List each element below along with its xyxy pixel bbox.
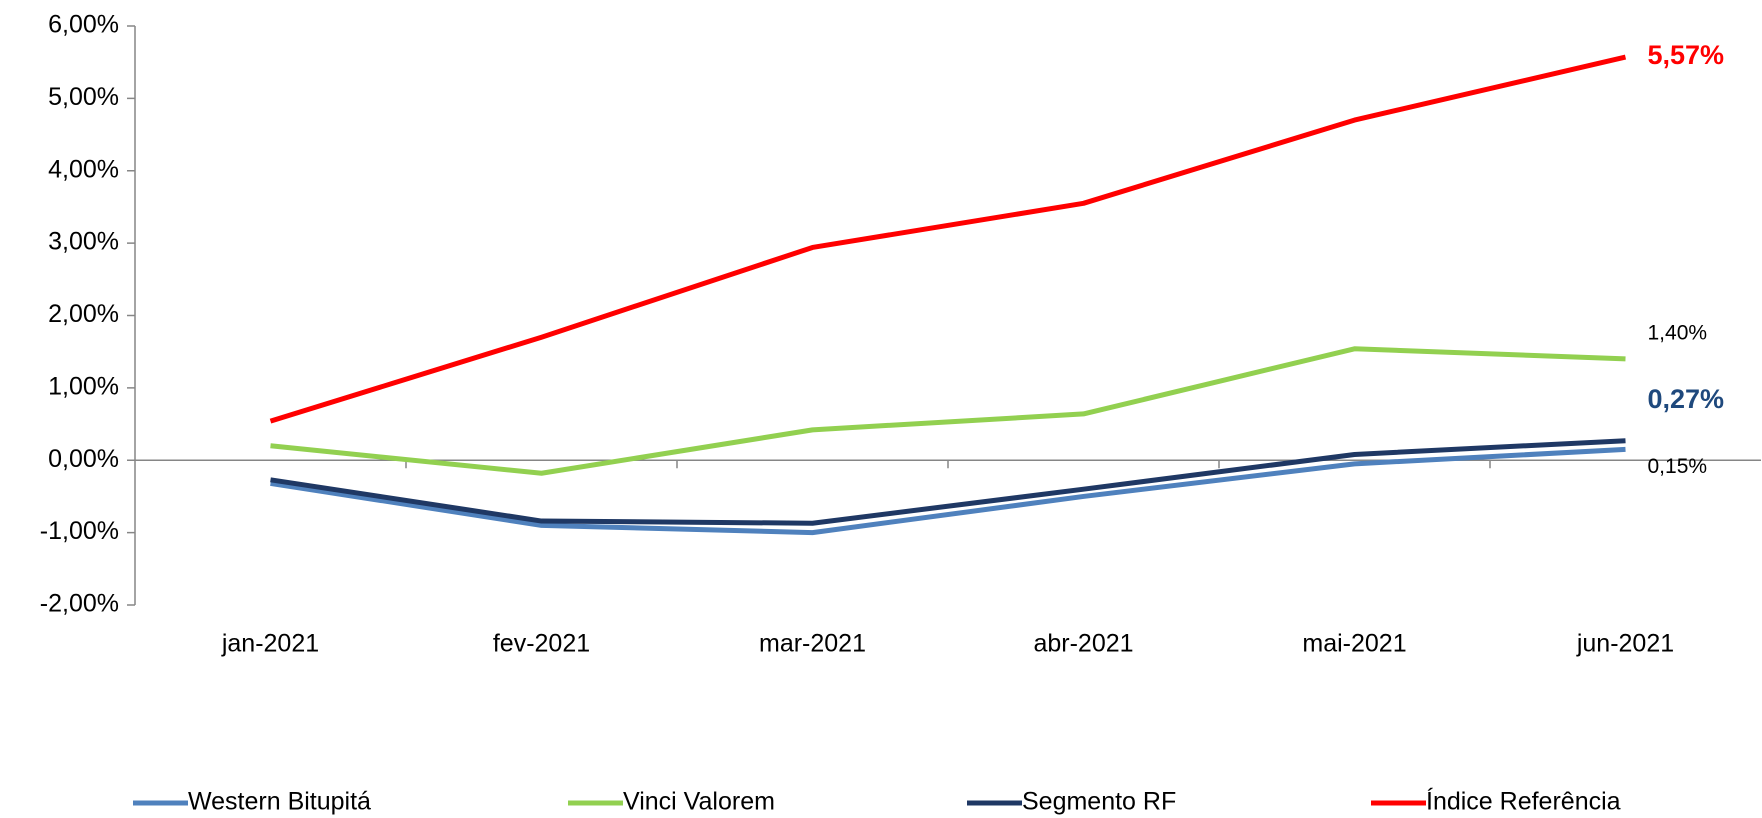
x-tick-label: abr-2021	[1033, 630, 1133, 658]
legend-label: Vinci Valorem	[623, 788, 775, 816]
series-line	[270, 446, 1626, 536]
data-label: 1,40%	[1648, 321, 1708, 344]
y-tick-label: 3,00%	[48, 228, 119, 256]
y-tick-label: 2,00%	[48, 300, 119, 328]
legend-label: Índice Referência	[1426, 787, 1621, 816]
series-line	[270, 346, 1626, 476]
y-tick-label: -2,00%	[40, 590, 119, 618]
legend-label: Segmento RF	[1022, 788, 1176, 816]
x-tick-label: fev-2021	[493, 630, 590, 658]
x-tick-label: jan-2021	[221, 630, 319, 658]
y-tick-label: -1,00%	[40, 517, 119, 545]
y-tick-label: 5,00%	[48, 83, 119, 111]
y-tick-label: 1,00%	[48, 372, 119, 400]
data-label: 0,27%	[1648, 384, 1725, 414]
x-tick-label: jun-2021	[1576, 630, 1674, 658]
data-label: 5,57%	[1648, 40, 1725, 70]
legend-label: Western Bitupitá	[188, 788, 371, 816]
x-tick-label: mar-2021	[759, 630, 866, 658]
y-tick-label: 0,00%	[48, 445, 119, 473]
x-tick-label: mai-2021	[1302, 630, 1406, 658]
y-tick-label: 4,00%	[48, 155, 119, 183]
series-line	[269, 54, 1627, 424]
data-label: 0,15%	[1648, 455, 1708, 478]
series-line	[270, 438, 1626, 526]
y-tick-label: 6,00%	[48, 11, 119, 39]
